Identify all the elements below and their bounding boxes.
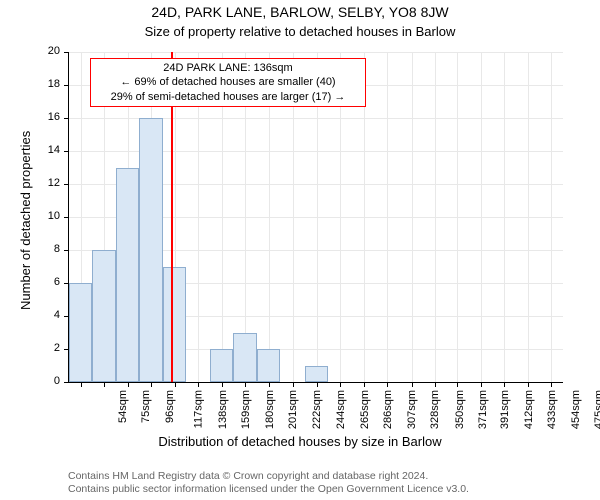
gridline-vertical: [412, 52, 413, 382]
y-axis-label: Number of detached properties: [18, 131, 33, 310]
gridline-vertical: [481, 52, 482, 382]
y-tick: [64, 250, 69, 251]
y-tick-label: 0: [36, 375, 60, 387]
y-tick: [64, 184, 69, 185]
y-tick: [64, 118, 69, 119]
x-tick-label: 180sqm: [264, 390, 276, 429]
x-tick-label: 159sqm: [240, 390, 252, 429]
annotation-line: 29% of semi-detached houses are larger (…: [97, 90, 359, 104]
x-tick: [269, 382, 270, 387]
histogram-bar: [305, 366, 328, 383]
y-tick: [64, 85, 69, 86]
x-tick-label: 265sqm: [359, 390, 371, 429]
x-tick-label: 307sqm: [406, 390, 418, 429]
x-tick: [412, 382, 413, 387]
y-tick-label: 20: [36, 45, 60, 57]
histogram-bar: [163, 267, 186, 383]
gridline-vertical: [504, 52, 505, 382]
histogram-bar: [92, 250, 115, 382]
histogram-bar: [69, 283, 92, 382]
y-tick-label: 14: [36, 144, 60, 156]
y-tick-label: 12: [36, 177, 60, 189]
y-tick: [64, 52, 69, 53]
x-tick: [245, 382, 246, 387]
y-tick-label: 6: [36, 276, 60, 288]
y-tick-label: 16: [36, 111, 60, 123]
x-tick-label: 117sqm: [192, 390, 204, 428]
gridline-vertical: [551, 52, 552, 382]
x-tick-label: 54sqm: [117, 390, 129, 423]
x-tick: [551, 382, 552, 387]
y-tick-label: 4: [36, 309, 60, 321]
gridline-vertical: [528, 52, 529, 382]
annotation-line: ← 69% of detached houses are smaller (40…: [97, 75, 359, 89]
x-tick: [504, 382, 505, 387]
x-tick: [81, 382, 82, 387]
x-tick: [293, 382, 294, 387]
x-tick-label: 222sqm: [311, 390, 323, 429]
x-tick-label: 75sqm: [140, 390, 152, 423]
y-tick: [64, 217, 69, 218]
gridline-vertical: [435, 52, 436, 382]
x-tick-label: 350sqm: [454, 390, 466, 429]
x-tick: [175, 382, 176, 387]
y-tick-label: 10: [36, 210, 60, 222]
x-tick-label: 371sqm: [477, 390, 489, 429]
footer-attribution: Contains HM Land Registry data © Crown c…: [68, 470, 469, 496]
x-tick-label: 412sqm: [523, 390, 535, 429]
annotation-line: 24D PARK LANE: 136sqm: [97, 61, 359, 75]
x-axis-label: Distribution of detached houses by size …: [0, 434, 600, 449]
histogram-bar: [210, 349, 233, 382]
gridline-vertical: [457, 52, 458, 382]
x-tick-label: 138sqm: [217, 390, 229, 429]
x-tick-label: 328sqm: [429, 390, 441, 429]
y-tick: [64, 382, 69, 383]
histogram-bar: [233, 333, 256, 383]
x-tick: [528, 382, 529, 387]
histogram-bar: [116, 168, 139, 383]
x-tick: [340, 382, 341, 387]
y-tick: [64, 151, 69, 152]
x-tick-label: 454sqm: [570, 390, 582, 429]
x-tick-label: 286sqm: [382, 390, 394, 429]
x-tick: [151, 382, 152, 387]
x-tick-label: 201sqm: [287, 390, 299, 429]
histogram-bar: [257, 349, 280, 382]
annotation-box: 24D PARK LANE: 136sqm ← 69% of detached …: [90, 58, 366, 107]
footer-line: Contains public sector information licen…: [68, 483, 469, 496]
chart-title: 24D, PARK LANE, BARLOW, SELBY, YO8 8JW: [0, 4, 600, 20]
x-tick: [128, 382, 129, 387]
x-tick: [481, 382, 482, 387]
histogram-bar: [139, 118, 162, 382]
x-tick-label: 96sqm: [164, 390, 176, 423]
x-tick-label: 475sqm: [593, 390, 600, 429]
x-tick-label: 391sqm: [500, 390, 512, 429]
y-tick-label: 2: [36, 342, 60, 354]
x-tick-label: 433sqm: [546, 390, 558, 429]
gridline-vertical: [387, 52, 388, 382]
x-tick: [457, 382, 458, 387]
x-tick: [317, 382, 318, 387]
chart-container: { "chart": { "type": "histogram", "title…: [0, 0, 600, 500]
x-tick: [104, 382, 105, 387]
x-tick: [387, 382, 388, 387]
x-tick-label: 244sqm: [335, 390, 347, 429]
y-tick-label: 18: [36, 78, 60, 90]
x-tick: [435, 382, 436, 387]
x-tick: [222, 382, 223, 387]
y-tick-label: 8: [36, 243, 60, 255]
x-tick: [364, 382, 365, 387]
chart-subtitle: Size of property relative to detached ho…: [0, 24, 600, 39]
x-tick: [198, 382, 199, 387]
footer-line: Contains HM Land Registry data © Crown c…: [68, 470, 469, 483]
